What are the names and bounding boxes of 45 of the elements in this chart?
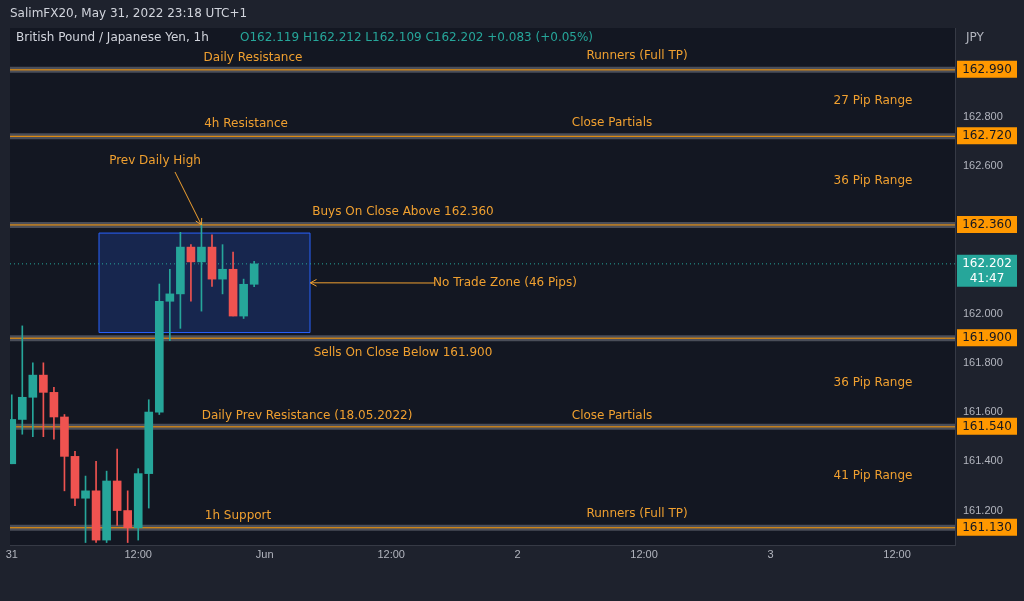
annotation: 36 Pip Range <box>833 375 913 390</box>
ref-line-label: 161.540 <box>962 418 1012 433</box>
x-tick-label: 2 <box>514 547 521 560</box>
y-tick-label: 161.400 <box>963 454 1003 467</box>
annotation: Daily Resistance <box>203 50 303 65</box>
ref-line-label: 161.900 <box>962 330 1012 345</box>
chart-subtitle: O162.119 H162.212 L162.109 C162.202 +0.083 (+0.05%) <box>240 30 594 44</box>
y-tick-label: 161.600 <box>963 405 1003 418</box>
y-axis-title: JPY <box>966 30 984 44</box>
annotation: Runners (Full TP) <box>586 48 688 63</box>
candlestick <box>17 325 27 435</box>
x-tick-label: 12:00 <box>630 547 658 560</box>
x-tick-label: 12:00 <box>377 547 405 560</box>
y-tick-label: 161.800 <box>963 355 1003 368</box>
ref-line-label: 162.202 41:47 <box>962 255 1012 285</box>
x-tick-label: 31 <box>5 547 18 560</box>
annotation: Buys On Close Above 162.360 <box>312 204 494 219</box>
x-tick-label: 12:00 <box>124 547 152 560</box>
y-tick-label: 162.000 <box>963 306 1003 319</box>
candlestick <box>165 268 175 341</box>
annotation: Prev Daily High <box>109 153 201 168</box>
ref-line-label: 162.360 <box>962 217 1012 232</box>
annotation: Daily Prev Resistance (18.05.2022) <box>201 408 413 423</box>
ref-line-label: 162.720 <box>962 128 1012 143</box>
text: SalimFX20, May 31, 2022 23:18 UTC+1 <box>10 6 248 20</box>
annotation: 36 Pip Range <box>833 173 913 188</box>
ref-line-label: 161.130 <box>962 519 1012 534</box>
annotation: Sells On Close Below 161.900 <box>313 345 493 360</box>
x-tick-label: 3 <box>767 547 774 560</box>
candlestick <box>186 244 196 302</box>
chart-title: British Pound / Japanese Yen, 1h <box>16 30 209 44</box>
annotation: No Trade Zone (46 Pips) <box>433 275 577 290</box>
x-tick-label: 12:00 <box>883 547 911 560</box>
annotation: Runners (Full TP) <box>586 506 688 521</box>
annotation: 27 Pip Range <box>833 93 913 108</box>
annotation: Close Partials <box>571 408 653 423</box>
x-tick-label: Jun <box>255 547 274 560</box>
annotation: 4h Resistance <box>204 116 288 131</box>
annotation: 41 Pip Range <box>833 468 913 483</box>
y-tick-label: 162.800 <box>963 109 1003 122</box>
y-tick-label: 162.600 <box>963 158 1003 171</box>
y-tick-label: 161.200 <box>963 503 1003 516</box>
annotation: 1h Support <box>204 508 272 523</box>
ref-line-label: 162.990 <box>962 61 1012 76</box>
annotation: Close Partials <box>571 115 653 130</box>
